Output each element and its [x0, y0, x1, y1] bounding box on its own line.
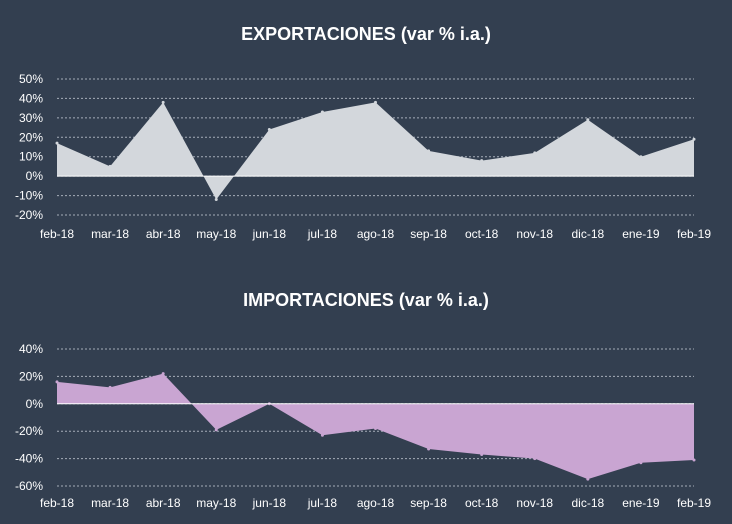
exports-x-tick-label: ago-18: [357, 227, 395, 241]
imports-x-tick-label: feb-18: [40, 496, 74, 510]
exports-y-tick-label: -20%: [15, 208, 43, 222]
imports-chart-title: IMPORTACIONES (var % i.a.): [243, 290, 489, 310]
imports-x-tick-label: jul-18: [307, 496, 338, 510]
imports-data-point: [214, 428, 218, 432]
imports-x-tick-label: oct-18: [465, 496, 499, 510]
imports-x-tick-label: ago-18: [357, 496, 395, 510]
imports-x-tick-label: dic-18: [571, 496, 604, 510]
exports-data-point: [639, 155, 643, 159]
exports-x-tick-label: jun-18: [252, 227, 287, 241]
imports-y-tick-label: -20%: [15, 424, 43, 438]
imports-data-point: [108, 385, 112, 389]
imports-data-point: [320, 433, 324, 437]
exports-x-tick-label: feb-18: [40, 227, 74, 241]
imports-y-tick-label: -40%: [15, 452, 43, 466]
exports-x-tick-label: oct-18: [465, 227, 499, 241]
imports-data-point: [639, 461, 643, 465]
exports-data-point: [427, 149, 431, 153]
exports-data-point: [214, 197, 218, 201]
exports-data-point: [692, 137, 696, 141]
imports-y-tick-label: 20%: [19, 369, 43, 383]
imports-x-tick-label: abr-18: [146, 496, 181, 510]
exports-data-point: [55, 141, 59, 145]
imports-x-tick-label: sep-18: [410, 496, 447, 510]
exports-data-point: [374, 100, 377, 104]
exports-data-point: [161, 100, 165, 104]
exports-data-point: [586, 118, 590, 122]
exports-data-point: [320, 110, 324, 114]
exports-y-tick-label: 10%: [19, 150, 43, 164]
exports-data-point: [480, 159, 484, 163]
imports-y-tick-label: -60%: [15, 479, 43, 493]
imports-data-point: [692, 458, 696, 462]
exports-data-point: [108, 164, 112, 168]
exports-data-point: [267, 128, 271, 132]
imports-x-tick-label: feb-19: [677, 496, 711, 510]
imports-data-point: [55, 380, 59, 384]
imports-y-tick-label: 40%: [19, 342, 43, 356]
exports-area-series: [57, 102, 694, 200]
imports-data-point: [533, 457, 537, 461]
exports-y-tick-label: 30%: [19, 111, 43, 125]
exports-x-tick-label: nov-18: [516, 227, 553, 241]
exports-x-tick-label: may-18: [196, 227, 236, 241]
imports-data-point: [480, 452, 484, 456]
exports-y-tick-label: 0%: [26, 169, 44, 183]
exports-x-tick-label: mar-18: [91, 227, 129, 241]
exports-x-tick-label: abr-18: [146, 227, 181, 241]
exports-x-tick-label: ene-19: [622, 227, 660, 241]
exports-x-tick-label: dic-18: [571, 227, 604, 241]
imports-x-tick-label: may-18: [196, 496, 236, 510]
exports-y-tick-label: 50%: [19, 72, 43, 86]
exports-data-point: [533, 151, 537, 155]
exports-x-tick-label: sep-18: [410, 227, 447, 241]
exports-y-tick-label: -10%: [15, 189, 43, 203]
imports-data-point: [586, 477, 590, 481]
imports-x-tick-label: nov-18: [516, 496, 553, 510]
imports-area-series: [57, 373, 694, 480]
imports-data-point: [374, 426, 377, 430]
exports-x-tick-label: feb-19: [677, 227, 711, 241]
imports-x-tick-label: ene-19: [622, 496, 660, 510]
exports-chart-title: EXPORTACIONES (var % i.a.): [241, 24, 491, 44]
imports-x-tick-label: mar-18: [91, 496, 129, 510]
imports-data-point: [161, 372, 165, 376]
exports-x-tick-label: jul-18: [307, 227, 338, 241]
exports-y-tick-label: 40%: [19, 91, 43, 105]
imports-y-tick-label: 0%: [26, 397, 44, 411]
imports-data-point: [427, 447, 431, 451]
exports-y-tick-label: 20%: [19, 130, 43, 144]
imports-x-tick-label: jun-18: [252, 496, 287, 510]
